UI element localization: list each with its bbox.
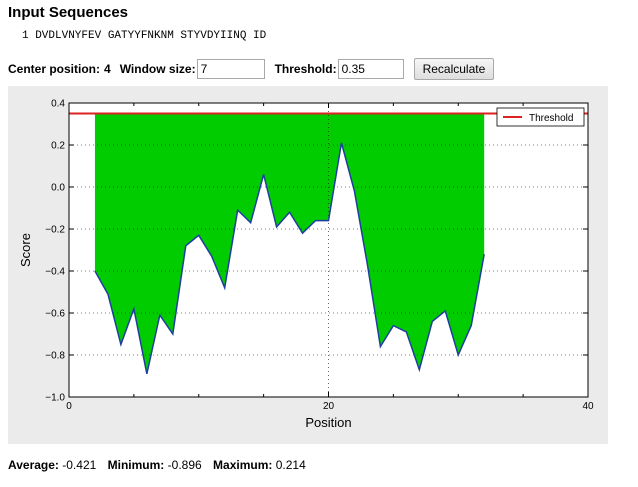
y-tick-label: 0.2 xyxy=(51,141,65,152)
y-tick-label: −0.4 xyxy=(45,267,65,278)
summary-stats: Average: -0.421 Minimum: -0.896 Maximum:… xyxy=(8,458,306,472)
window-size-input[interactable] xyxy=(196,59,265,79)
legend-label: Threshold xyxy=(529,113,573,124)
center-position-value: 4 xyxy=(104,62,111,76)
recalculate-button[interactable]: Recalculate xyxy=(413,58,495,80)
legend: Threshold xyxy=(496,107,585,127)
average-value: -0.421 xyxy=(62,458,97,472)
y-tick-label: 0.4 xyxy=(51,99,65,110)
y-tick-label: −0.8 xyxy=(45,351,65,362)
average-label: Average: xyxy=(8,458,59,472)
controls-bar: Center position: 4 Window size: Threshol… xyxy=(8,58,495,80)
score-plot-panel: 0 20 40 0.4 0.2 0.0 −0.2 −0.4 −0.6 −0.8 −1.0 Positi… xyxy=(8,86,608,444)
x-tick-label: 20 xyxy=(323,401,335,412)
minimum-label: Minimum: xyxy=(107,458,165,472)
threshold-label: Threshold: xyxy=(274,62,337,76)
score-line xyxy=(94,142,485,375)
score-chart: 0 20 40 0.4 0.2 0.0 −0.2 −0.4 −0.6 −0.8 −1.0 Positi… xyxy=(18,99,594,431)
score-fill-area xyxy=(94,113,485,374)
center-position-label: Center position: xyxy=(8,62,100,76)
y-tick-label: −0.2 xyxy=(45,225,65,236)
threshold-input[interactable] xyxy=(337,59,404,79)
y-tick-label: −1.0 xyxy=(45,393,65,404)
sequence-text: 1 DVDLVNYFEV GATYYFNKNM STYVDYIINQ ID xyxy=(22,30,267,42)
y-tick-label: −0.6 xyxy=(45,309,65,320)
x-tick-label: 0 xyxy=(66,401,72,412)
y-axis-label: Score xyxy=(18,233,33,267)
maximum-value: 0.214 xyxy=(275,458,306,472)
maximum-label: Maximum: xyxy=(213,458,273,472)
x-axis-label: Position xyxy=(305,415,351,430)
minimum-value: -0.896 xyxy=(167,458,202,472)
x-tick-label: 40 xyxy=(582,401,594,412)
page-title: Input Sequences xyxy=(8,4,129,21)
legend-box xyxy=(496,107,585,127)
window-size-label: Window size: xyxy=(119,62,196,76)
y-tick-label: 0.0 xyxy=(51,183,65,194)
